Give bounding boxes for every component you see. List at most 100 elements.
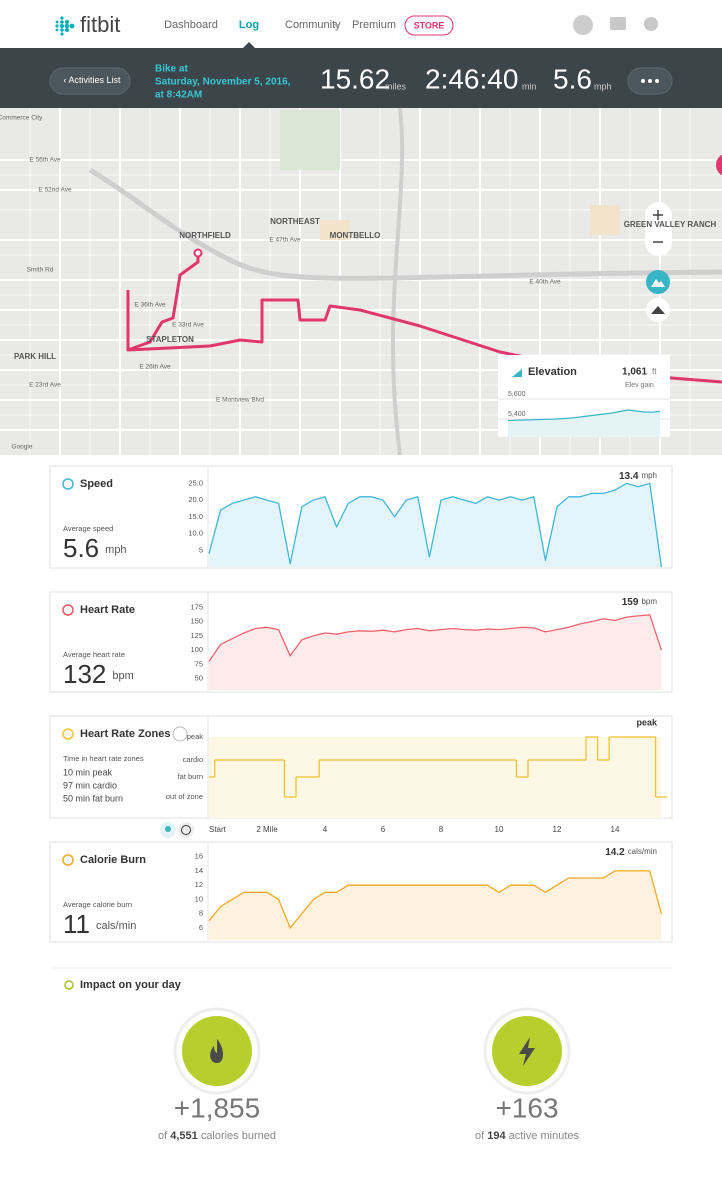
average-unit: cals/min: [96, 920, 136, 932]
map-label: PARK HILL: [14, 352, 56, 361]
logo-text: fitbit: [80, 12, 120, 37]
average-value: 11 cals/min: [63, 909, 136, 939]
zone-label: out of zone: [166, 792, 203, 801]
x-tick-label: 12: [553, 825, 562, 834]
zone-label: fat burn: [178, 772, 203, 781]
nav-link-active[interactable]: Log: [239, 19, 259, 31]
y-tick-label: 125: [190, 631, 203, 640]
zoom-control[interactable]: [645, 202, 672, 256]
help-icon: [172, 726, 188, 742]
zone-current: peak: [636, 717, 658, 727]
y-tick-label: 175: [190, 602, 203, 611]
nav-link[interactable]: Dashboard: [164, 19, 218, 31]
store-button[interactable]: [404, 15, 454, 36]
stat-unit: mph: [594, 81, 612, 91]
impact-total: 194: [487, 1130, 506, 1142]
card-icon: [62, 478, 74, 490]
map-marker-icon: [165, 826, 171, 832]
map-label: Google: [12, 444, 33, 451]
elevation-gain-caption: Elev gain: [625, 382, 654, 389]
y-tick-label: 50: [195, 674, 203, 683]
map-label: E 47th Ave: [269, 237, 301, 244]
line: [208, 482, 663, 568]
zone-summary: 50 min fat burn: [63, 793, 123, 803]
zone-label: cardio: [183, 755, 203, 764]
terrain-icon: [651, 306, 665, 314]
max-number: 13.4: [619, 471, 639, 482]
map-label: Commerce City: [0, 115, 43, 122]
card-title: Speed: [80, 478, 113, 490]
activity-title: Bike at: [155, 64, 188, 75]
card-icon: [62, 604, 74, 616]
max-unit: mph: [641, 471, 657, 480]
nav-bar: [0, 0, 722, 48]
messages-icon[interactable]: [610, 17, 626, 30]
x-tick-label: 10: [495, 825, 504, 834]
y-tick-label: 16: [195, 852, 203, 861]
y-tick-label: 75: [195, 659, 203, 668]
max-number: 14.2: [605, 847, 625, 858]
back-button[interactable]: [49, 67, 131, 95]
bolt-icon: [519, 1037, 535, 1066]
back-label[interactable]: ‹ Activities List: [63, 75, 121, 85]
zone-summary: 97 min cardio: [63, 780, 117, 790]
card-icon: [62, 854, 74, 866]
map-label: E 33rd Ave: [172, 322, 204, 329]
average-unit: bpm: [112, 670, 133, 682]
card-icon: [62, 728, 74, 740]
store-label[interactable]: STORE: [414, 20, 445, 30]
card-caption: Average speed: [63, 524, 113, 533]
x-tick-label: 2 Mile: [256, 825, 278, 834]
impact-detail: of 4,551 calories burned: [158, 1130, 276, 1142]
zoom-icons[interactable]: [653, 210, 663, 243]
line: [208, 614, 663, 662]
impact-gain: +1,855: [174, 1092, 260, 1123]
x-tick-label: Start: [209, 825, 227, 834]
average-value: 5.6 mph: [63, 533, 127, 563]
stat-unit: miles: [385, 81, 407, 91]
impact-detail: of 194 active minutes: [475, 1130, 579, 1142]
y-tick-label: 150: [190, 617, 203, 626]
elevation-icon: [512, 369, 522, 377]
settings-icon[interactable]: [644, 17, 658, 31]
y-tick-label: 15.0: [188, 512, 203, 521]
line: [208, 870, 663, 929]
active-pointer: [243, 42, 255, 48]
zone-summary: 10 min peak: [63, 767, 113, 777]
map-label: E Montview Blvd: [216, 397, 264, 404]
map-label: E 36th Ave: [134, 302, 166, 309]
card-caption: Average heart rate: [63, 650, 125, 659]
nav-link[interactable]: Community: [285, 19, 341, 31]
nav-link[interactable]: Premium: [352, 19, 396, 31]
flame-icon: [210, 1039, 223, 1063]
impact-gain: +163: [495, 1092, 558, 1123]
activity-title: Saturday, November 5, 2016,: [155, 77, 291, 88]
max-value: 159 bpm: [622, 597, 658, 608]
zones-area: [209, 737, 662, 818]
max-unit: cals/min: [628, 847, 657, 856]
impact-suffix: active minutes: [509, 1130, 580, 1142]
impact-title: Impact on your day: [80, 979, 182, 991]
card-title: Heart Rate Zones: [80, 728, 170, 740]
dropdown-caret: [334, 24, 340, 28]
max-value: 14.2 cals/min: [605, 847, 657, 858]
stat-value: 2:46:40: [425, 63, 518, 94]
y-tick-label: 10: [195, 894, 203, 903]
max-value: 13.4 mph: [619, 471, 657, 482]
card-title: Heart Rate: [80, 604, 135, 616]
route-start: [193, 248, 203, 258]
x-tick-label: 4: [323, 825, 328, 834]
max-number: 159: [622, 597, 639, 608]
more-dots[interactable]: [641, 79, 659, 83]
y-tick-label: 10.0: [188, 529, 203, 538]
back-text[interactable]: Activities List: [69, 75, 122, 85]
impact-suffix: calories burned: [201, 1130, 276, 1142]
time-toggle[interactable]: [178, 822, 194, 838]
average-number: 11: [63, 909, 90, 939]
mountain-icon: [651, 279, 665, 287]
elevation-title: Elevation: [528, 366, 577, 378]
avatar[interactable]: [573, 15, 593, 35]
activity-title: at 8:42AM: [155, 90, 202, 101]
